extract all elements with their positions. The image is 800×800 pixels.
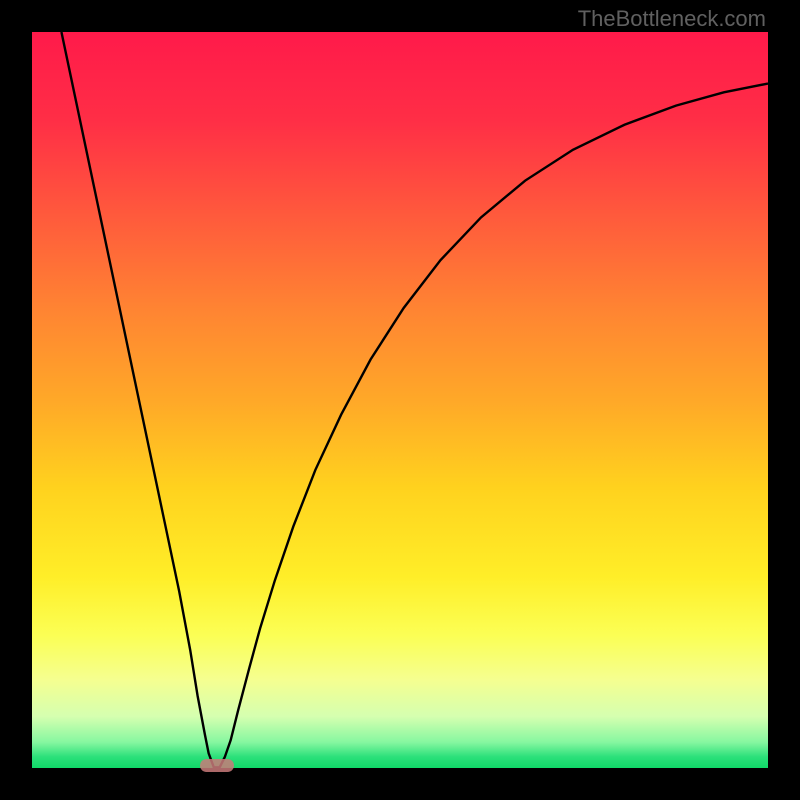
minimum-marker: [200, 759, 234, 772]
watermark-text: TheBottleneck.com: [578, 6, 766, 32]
bottleneck-chart: TheBottleneck.com: [0, 0, 800, 800]
plot-area: [32, 32, 768, 768]
curve-path: [61, 32, 768, 767]
curve-layer: [32, 32, 768, 768]
